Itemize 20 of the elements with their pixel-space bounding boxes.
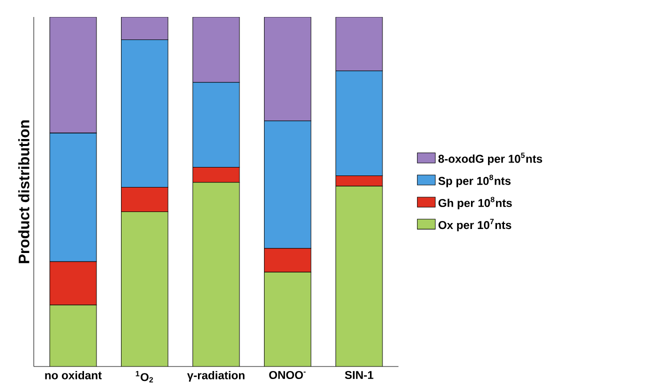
bar — [192, 16, 240, 82]
y-axis-title: Product distribution — [18, 120, 30, 263]
x-tick-label: SIN-1 — [344, 370, 374, 379]
x-tick-label: $^{1}$O$_{2}$ — [136, 370, 153, 382]
x-tick-label: γ-radiation — [187, 370, 244, 382]
bar — [121, 16, 168, 40]
bar — [336, 16, 383, 71]
legend-label: Gh per 10$^{8}$nts — [438, 196, 512, 210]
bar — [264, 272, 311, 366]
bar — [336, 186, 383, 366]
bar — [50, 304, 96, 366]
legend-label: Ox per 10$^{7}$nts — [438, 218, 512, 232]
x-tick-label: ONOO$^{-}$ — [269, 370, 306, 379]
bar — [192, 182, 240, 366]
bar — [121, 212, 168, 366]
bar — [264, 16, 312, 121]
legend-label: 8-oxodG per 10$^{5}$nts — [438, 152, 542, 165]
x-tick-label: no oxidant — [45, 370, 102, 380]
bar — [50, 16, 97, 134]
legend-label: Sp per 10$^{8}$nts — [438, 174, 511, 188]
